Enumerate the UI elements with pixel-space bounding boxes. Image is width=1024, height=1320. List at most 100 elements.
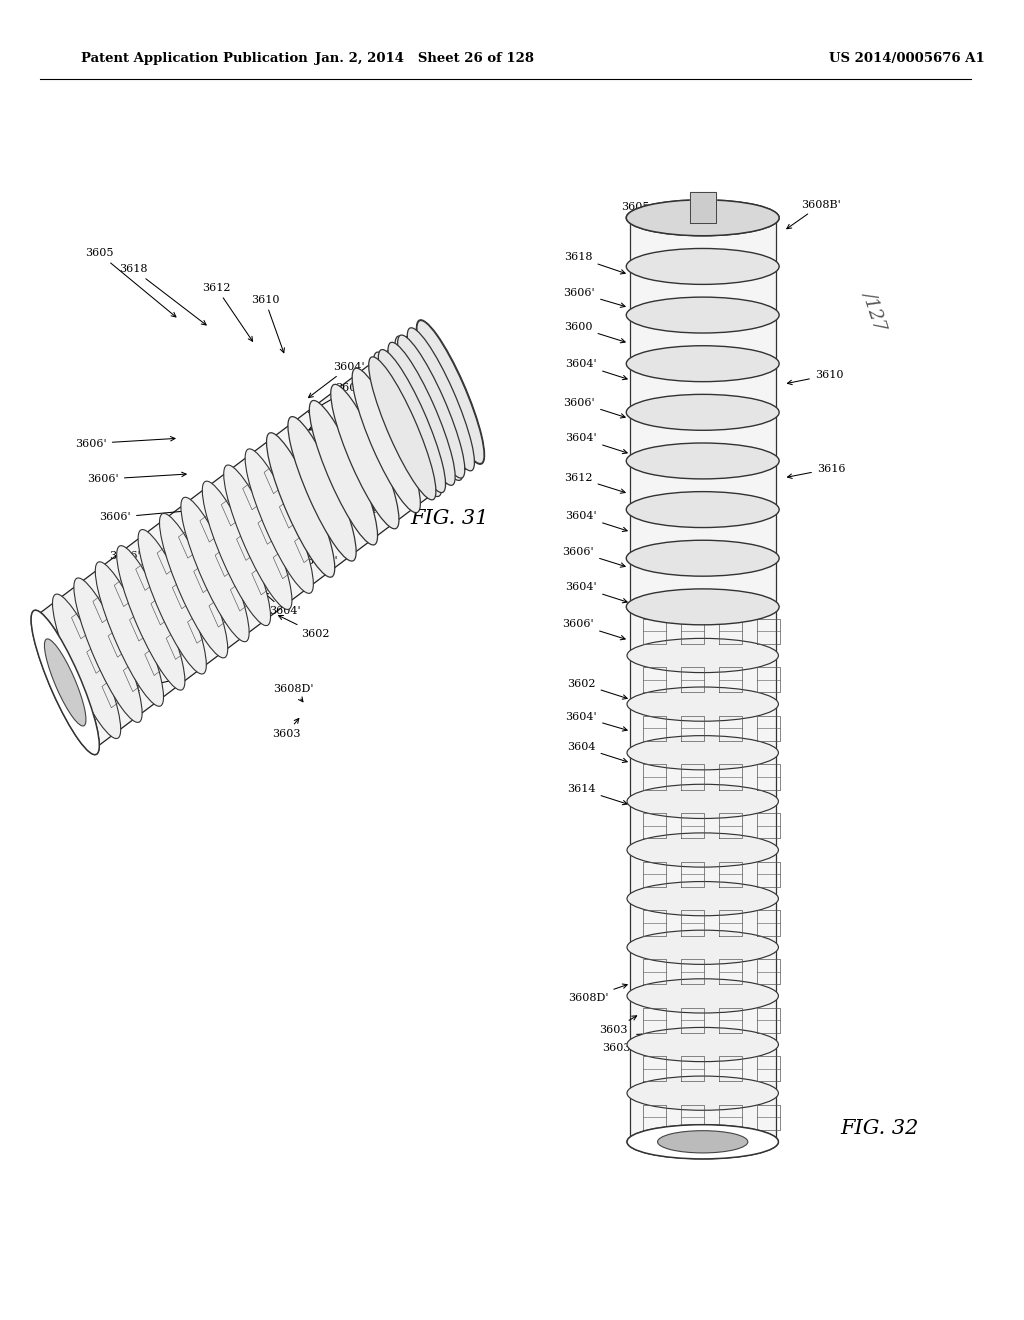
Text: 3616: 3616 xyxy=(787,463,846,478)
Ellipse shape xyxy=(627,1027,778,1061)
Ellipse shape xyxy=(627,395,779,430)
Ellipse shape xyxy=(627,201,778,235)
Polygon shape xyxy=(689,193,716,223)
Ellipse shape xyxy=(374,352,441,496)
Ellipse shape xyxy=(627,395,778,429)
Ellipse shape xyxy=(627,298,778,333)
Ellipse shape xyxy=(74,578,142,722)
Ellipse shape xyxy=(627,347,778,380)
Text: 3606': 3606' xyxy=(563,288,625,308)
Text: 3608D': 3608D' xyxy=(568,983,627,1003)
Ellipse shape xyxy=(395,335,463,480)
Ellipse shape xyxy=(627,979,778,1012)
Text: 3610: 3610 xyxy=(251,294,285,352)
Text: 3618: 3618 xyxy=(119,264,206,325)
Text: 3606': 3606' xyxy=(562,546,625,568)
Ellipse shape xyxy=(627,1125,778,1159)
Text: FIG. 31: FIG. 31 xyxy=(411,510,489,528)
Text: 3604': 3604' xyxy=(285,543,337,566)
Ellipse shape xyxy=(417,321,484,463)
Text: US 2014/0005676 A1: US 2014/0005676 A1 xyxy=(829,51,985,65)
Ellipse shape xyxy=(627,444,778,478)
Text: 3606': 3606' xyxy=(110,546,209,561)
Text: 3606': 3606' xyxy=(87,473,186,484)
Text: 3603: 3603 xyxy=(599,1016,637,1035)
Text: 3604': 3604' xyxy=(312,474,378,486)
Text: 3604': 3604' xyxy=(264,593,301,616)
Ellipse shape xyxy=(44,639,86,726)
Text: 3612: 3612 xyxy=(564,473,625,494)
Text: 3604': 3604' xyxy=(565,582,627,603)
Text: 3618: 3618 xyxy=(564,252,626,275)
Ellipse shape xyxy=(309,400,378,545)
Text: 3608D': 3608D' xyxy=(273,684,313,702)
Text: 3606': 3606' xyxy=(563,397,625,418)
Text: 3606': 3606' xyxy=(562,619,625,640)
Text: 3604': 3604' xyxy=(565,433,627,454)
Ellipse shape xyxy=(31,610,99,755)
Ellipse shape xyxy=(627,541,778,576)
Text: Patent Application Publication: Patent Application Publication xyxy=(81,51,307,65)
Ellipse shape xyxy=(627,444,779,479)
Ellipse shape xyxy=(388,342,456,486)
Text: 3604': 3604' xyxy=(308,362,365,397)
Text: 3605: 3605 xyxy=(85,248,176,317)
Text: 3603: 3603 xyxy=(602,1034,642,1053)
Ellipse shape xyxy=(627,931,778,965)
Ellipse shape xyxy=(627,199,779,236)
Text: 3608B': 3608B' xyxy=(786,199,841,228)
Ellipse shape xyxy=(627,833,778,867)
Ellipse shape xyxy=(627,346,779,381)
Ellipse shape xyxy=(369,356,436,500)
Text: 3604': 3604' xyxy=(565,511,627,532)
Ellipse shape xyxy=(408,327,474,471)
Ellipse shape xyxy=(397,335,465,478)
Text: 3604': 3604' xyxy=(309,404,367,430)
Polygon shape xyxy=(630,218,775,1142)
Ellipse shape xyxy=(266,433,335,577)
Text: 3600: 3600 xyxy=(49,628,153,639)
Ellipse shape xyxy=(627,249,778,284)
Ellipse shape xyxy=(95,562,164,706)
Ellipse shape xyxy=(331,384,399,529)
Ellipse shape xyxy=(627,639,778,673)
Text: 3604': 3604' xyxy=(565,711,627,731)
Ellipse shape xyxy=(117,545,185,690)
Ellipse shape xyxy=(138,529,206,675)
Ellipse shape xyxy=(417,319,484,465)
Ellipse shape xyxy=(627,1076,778,1110)
Ellipse shape xyxy=(627,590,778,624)
Ellipse shape xyxy=(352,368,421,512)
Text: 3600: 3600 xyxy=(564,322,625,343)
Text: 3616: 3616 xyxy=(335,430,388,454)
Ellipse shape xyxy=(627,199,779,236)
Ellipse shape xyxy=(181,498,249,642)
Ellipse shape xyxy=(160,513,227,657)
Ellipse shape xyxy=(627,735,778,770)
Text: 3606': 3606' xyxy=(99,508,199,523)
Text: 3602: 3602 xyxy=(567,678,627,700)
Text: 3604': 3604' xyxy=(309,383,367,413)
Ellipse shape xyxy=(223,465,292,610)
Text: 3610: 3610 xyxy=(787,370,844,384)
Text: FIG. 32: FIG. 32 xyxy=(841,1119,919,1138)
Ellipse shape xyxy=(52,594,121,739)
Text: 3606': 3606' xyxy=(75,437,175,449)
Text: 3614: 3614 xyxy=(113,677,183,696)
Ellipse shape xyxy=(203,480,270,626)
Text: 3602: 3602 xyxy=(279,615,330,639)
Ellipse shape xyxy=(31,610,99,755)
Ellipse shape xyxy=(627,686,778,721)
Ellipse shape xyxy=(627,248,779,284)
Polygon shape xyxy=(36,326,480,748)
Text: 3614: 3614 xyxy=(567,784,627,805)
Ellipse shape xyxy=(657,1131,748,1152)
Ellipse shape xyxy=(627,784,778,818)
Ellipse shape xyxy=(627,492,778,527)
Ellipse shape xyxy=(627,297,779,333)
Text: 3604: 3604 xyxy=(567,742,627,763)
Text: /127: /127 xyxy=(860,288,890,333)
Ellipse shape xyxy=(627,882,778,916)
Ellipse shape xyxy=(245,449,313,594)
Ellipse shape xyxy=(378,350,445,492)
